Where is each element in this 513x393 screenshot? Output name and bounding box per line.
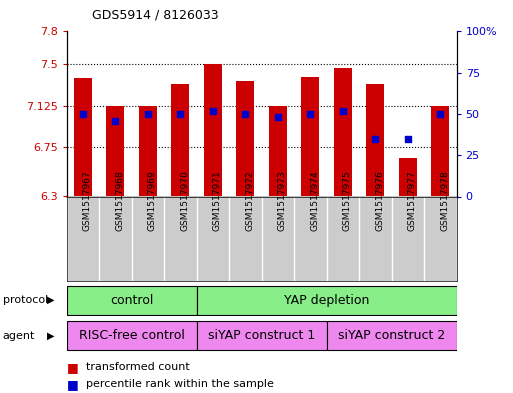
Point [436, 111, 444, 117]
Text: ■: ■ [67, 378, 78, 391]
Bar [204, 64, 222, 196]
Point [371, 136, 380, 142]
Bar [139, 106, 157, 196]
Text: control: control [110, 294, 153, 307]
Bar [366, 84, 384, 196]
Point [144, 111, 152, 117]
Bar [236, 81, 254, 196]
Point [241, 111, 249, 117]
Text: GSM1517973: GSM1517973 [278, 170, 287, 231]
Text: GSM1517971: GSM1517971 [213, 170, 222, 231]
Point [306, 111, 314, 117]
Bar [171, 84, 189, 196]
Bar [196, 321, 327, 350]
Bar [196, 286, 457, 315]
Text: agent: agent [3, 331, 35, 341]
Point [79, 111, 87, 117]
Text: transformed count: transformed count [86, 362, 190, 373]
Text: GSM1517975: GSM1517975 [343, 170, 352, 231]
Bar [327, 321, 457, 350]
Text: GSM1517972: GSM1517972 [245, 171, 254, 231]
Text: GSM1517974: GSM1517974 [310, 171, 320, 231]
Text: GDS5914 / 8126033: GDS5914 / 8126033 [92, 9, 219, 22]
Text: YAP depletion: YAP depletion [284, 294, 369, 307]
Bar [302, 77, 319, 196]
Text: percentile rank within the sample: percentile rank within the sample [86, 379, 274, 389]
Point [274, 114, 282, 120]
Bar [399, 158, 417, 196]
Point [404, 136, 412, 142]
Point [111, 118, 120, 124]
Text: siYAP construct 2: siYAP construct 2 [338, 329, 445, 342]
Bar [269, 106, 287, 196]
Text: siYAP construct 1: siYAP construct 1 [208, 329, 315, 342]
Text: ■: ■ [67, 361, 78, 374]
Bar [67, 286, 196, 315]
Point [339, 108, 347, 114]
Bar [431, 106, 449, 196]
Text: GSM1517976: GSM1517976 [376, 170, 384, 231]
Point [209, 108, 217, 114]
Text: ▶: ▶ [47, 295, 55, 305]
Bar [334, 68, 352, 196]
Text: GSM1517969: GSM1517969 [148, 170, 157, 231]
Text: GSM1517978: GSM1517978 [440, 170, 449, 231]
Text: ▶: ▶ [47, 331, 55, 341]
Text: GSM1517968: GSM1517968 [115, 170, 125, 231]
Bar [74, 78, 92, 196]
Text: GSM1517977: GSM1517977 [408, 170, 417, 231]
Text: protocol: protocol [3, 295, 48, 305]
Text: GSM1517967: GSM1517967 [83, 170, 92, 231]
Bar [107, 106, 124, 196]
Text: RISC-free control: RISC-free control [78, 329, 185, 342]
Text: GSM1517970: GSM1517970 [181, 170, 189, 231]
Bar [67, 321, 196, 350]
Point [176, 111, 185, 117]
